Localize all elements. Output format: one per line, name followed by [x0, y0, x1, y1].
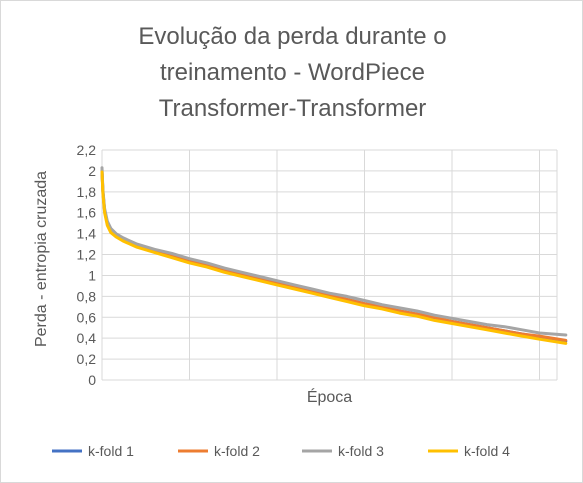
y-tick-label: 1,6: [77, 205, 97, 221]
y-tick-label: 2: [88, 163, 96, 179]
y-tick-label: 1,2: [77, 247, 97, 263]
series-line-kfold-4: [100, 170, 568, 345]
chart-title-line-3: Transformer-Transformer: [158, 95, 427, 122]
y-tick-label: 0,2: [77, 351, 97, 367]
y-tick-label: 0,4: [77, 330, 97, 346]
series-line-kfold-2: [100, 169, 568, 342]
y-tick-labels: 0 0,2 0,4 0,6 0,8 1 1,2 1,4 1,6 1,8 2 2,2: [77, 142, 97, 388]
y-tick-label: 0: [88, 372, 96, 388]
legend-label-kfold-2: k-fold 2: [214, 443, 260, 459]
y-tick-label: 0,6: [77, 309, 97, 325]
x-axis-title: Época: [307, 387, 352, 406]
y-tick-label: 1,4: [77, 226, 97, 242]
series-lines: [100, 166, 568, 345]
series-line-kfold-3: [100, 166, 568, 337]
gridlines: [101, 149, 558, 381]
legend-label-kfold-3: k-fold 3: [338, 443, 384, 459]
y-axis-title: Perda - entropia cruzada: [33, 171, 50, 347]
chart-title-line-2: treinamento - WordPiece: [159, 59, 425, 86]
y-tick-label: 1: [88, 267, 96, 283]
y-tick-label: 2,2: [77, 142, 97, 158]
y-tick-label: 0,8: [77, 288, 97, 304]
y-tick-label: 1,8: [77, 184, 97, 200]
chart-title-line-1: Evolução da perda durante o: [138, 23, 447, 50]
chart-title: Evolução da perda durante o treinamento …: [41, 19, 544, 127]
legend-label-kfold-1: k-fold 1: [88, 443, 134, 459]
legend: k-fold 1 k-fold 2 k-fold 3 k-fold 4: [52, 443, 510, 459]
legend-label-kfold-4: k-fold 4: [464, 443, 510, 459]
